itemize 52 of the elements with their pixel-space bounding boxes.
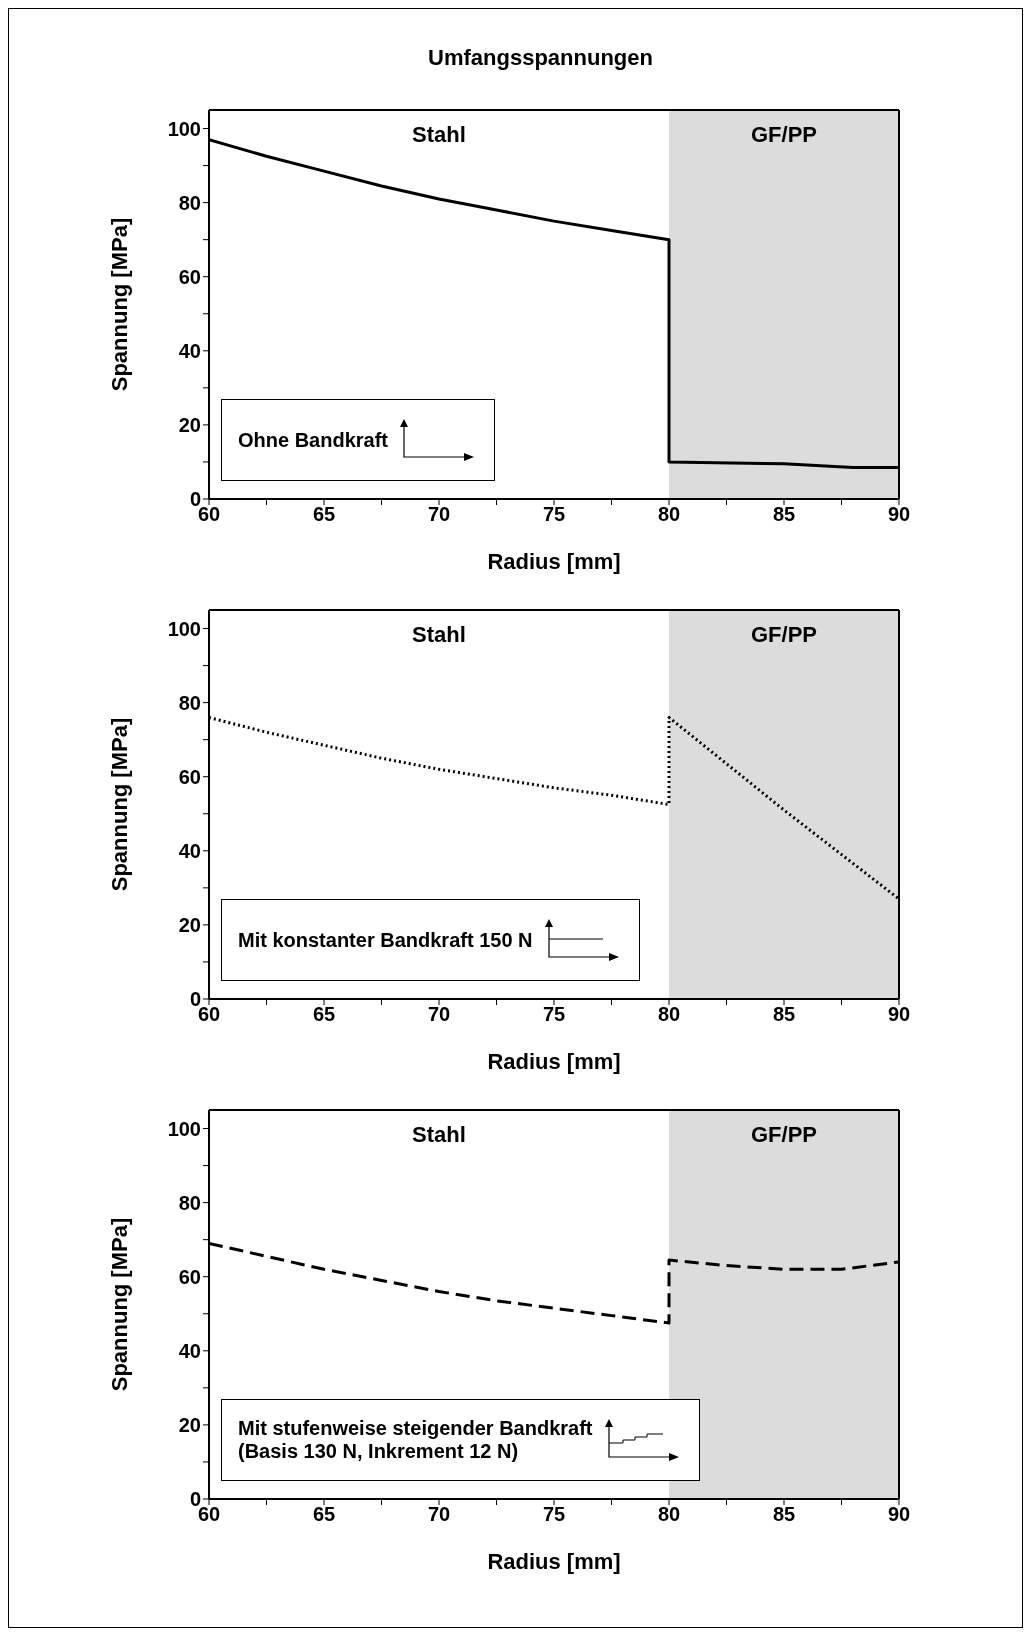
annotation: Stahl <box>412 121 466 147</box>
y-tick-label: 80 <box>178 691 201 714</box>
x-tick-label: 75 <box>542 503 566 526</box>
annotation: Mit konstanter Bandkraft 150 N <box>238 928 533 952</box>
y-axis-title: Spannung [MPa] <box>106 1217 132 1392</box>
x-tick-label: 80 <box>657 1503 681 1526</box>
chart-title: Umfangsspannungen <box>428 45 653 70</box>
x-tick-label: 70 <box>427 503 451 526</box>
x-tick-label: 65 <box>312 1003 336 1026</box>
y-tick-label: 80 <box>178 1191 201 1214</box>
x-tick-label: 75 <box>542 1003 566 1026</box>
y-tick-label: 100 <box>167 117 201 140</box>
x-tick-label: 70 <box>427 1503 451 1526</box>
y-axis-title: Spannung [MPa] <box>106 217 132 392</box>
y-tick-label: 20 <box>178 1414 201 1436</box>
x-tick-label: 70 <box>427 1003 451 1026</box>
note-box: Ohne Bandkraft <box>221 399 496 481</box>
x-tick-label: 80 <box>657 503 681 526</box>
x-tick-label: 75 <box>542 1503 566 1526</box>
annotation: Stahl <box>412 1121 466 1147</box>
y-tick-label: 60 <box>178 765 201 788</box>
x-axis-title: Radius [mm] <box>487 1049 621 1074</box>
y-tick-label: 40 <box>178 839 201 862</box>
x-tick-label: 80 <box>657 1003 681 1026</box>
x-tick-label: 90 <box>887 503 911 526</box>
y-tick-label: 60 <box>178 1265 201 1288</box>
y-tick-label: 40 <box>178 1339 201 1362</box>
x-tick-label: 65 <box>312 1503 336 1526</box>
annotation: Stahl <box>412 621 466 647</box>
x-axis-title: Radius [mm] <box>487 1549 621 1574</box>
annotation: Ohne Bandkraft <box>238 428 389 452</box>
y-tick-label: 40 <box>178 339 201 362</box>
y-tick-label: 100 <box>167 617 201 640</box>
note-box: Mit stufenweise steigender Bandkraft (Basis 130 N, Inkrement 12 N) <box>221 1399 700 1481</box>
y-tick-label: 80 <box>178 191 201 214</box>
x-tick-label: 85 <box>772 1003 796 1026</box>
band-label: GF/PP <box>750 121 818 147</box>
y-tick-label: 60 <box>178 265 201 288</box>
band-label: GF/PP <box>750 621 818 647</box>
x-axis-title: Radius [mm] <box>487 549 621 574</box>
x-tick-label: 90 <box>887 1503 911 1526</box>
y-tick-label: 20 <box>178 414 201 436</box>
annotation: Mit stufenweise steigender Bandkraft (Basis 130 N, Inkrement 12 N) <box>238 1417 593 1463</box>
x-tick-label: 65 <box>312 503 336 526</box>
x-tick-label: 90 <box>887 1003 911 1026</box>
band-label: GF/PP <box>750 1121 818 1147</box>
y-tick-label: 100 <box>167 1117 201 1140</box>
note-box: Mit konstanter Bandkraft 150 N <box>221 899 640 981</box>
x-tick-label: 85 <box>772 503 796 526</box>
x-tick-label: 85 <box>772 1503 796 1526</box>
y-tick-label: 20 <box>178 914 201 936</box>
y-axis-title: Spannung [MPa] <box>106 717 132 892</box>
